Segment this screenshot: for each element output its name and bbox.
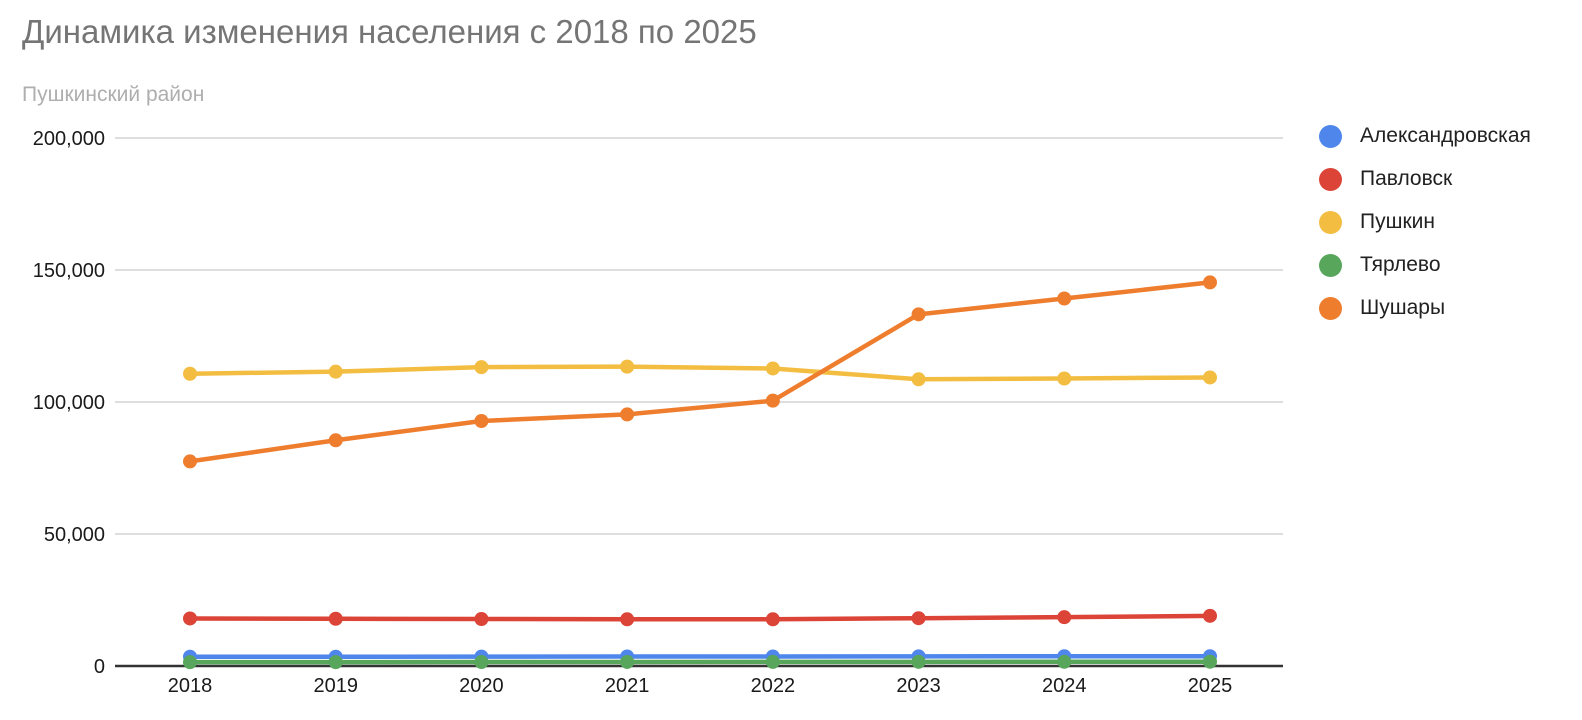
data-point-pushkin-2020[interactable]	[474, 360, 489, 375]
data-point-pavlovsk-2020[interactable]	[474, 612, 489, 627]
y-tick-label: 50,000	[44, 524, 105, 546]
data-point-pushkin-2018[interactable]	[183, 366, 197, 381]
data-point-pavlovsk-2024[interactable]	[1057, 610, 1072, 625]
x-tick-label: 2023	[896, 675, 941, 697]
legend-dot-pavlovsk	[1319, 167, 1342, 191]
data-point-shushary-2022[interactable]	[765, 393, 780, 408]
data-point-pavlovsk-2019[interactable]	[328, 611, 343, 626]
x-tick-label: 2022	[751, 675, 796, 697]
x-tick-label: 2025	[1188, 675, 1233, 697]
legend-label-shushary: Шушары	[1360, 296, 1446, 319]
data-point-shushary-2018[interactable]	[183, 454, 197, 469]
data-point-pushkin-2022[interactable]	[765, 361, 780, 376]
series-line-aleksandrovskaya[interactable]	[187, 653, 1213, 660]
y-tick-label: 0	[94, 656, 105, 678]
series-line-shushary[interactable]	[187, 280, 1213, 464]
data-point-tyarlevo-2021[interactable]	[620, 654, 635, 669]
data-point-tyarlevo-2020[interactable]	[474, 655, 489, 670]
series-line-pushkin[interactable]	[187, 364, 1213, 382]
legend-label-pushkin: Пушкин	[1360, 210, 1435, 233]
x-tick-label: 2019	[313, 675, 358, 697]
y-tick-label: 150,000	[33, 260, 105, 282]
data-point-pavlovsk-2022[interactable]	[765, 612, 780, 627]
chart-title: Динамика изменения населения с 2018 по 2…	[22, 13, 757, 50]
data-point-pavlovsk-2021[interactable]	[620, 612, 635, 627]
data-point-pushkin-2019[interactable]	[328, 364, 343, 379]
data-point-tyarlevo-2018[interactable]	[183, 655, 197, 670]
data-point-shushary-2020[interactable]	[474, 414, 489, 429]
data-point-pavlovsk-2025[interactable]	[1203, 608, 1217, 623]
legend-dot-shushary	[1319, 296, 1342, 320]
legend-dot-pushkin	[1319, 210, 1342, 234]
data-point-tyarlevo-2023[interactable]	[911, 654, 926, 669]
x-tick-label: 2018	[168, 675, 213, 697]
data-point-tyarlevo-2022[interactable]	[765, 654, 780, 669]
legend-label-pavlovsk: Павловск	[1360, 167, 1453, 190]
data-point-shushary-2023[interactable]	[911, 307, 926, 322]
x-tick-label: 2024	[1042, 675, 1087, 697]
legend-label-aleksandrovskaya: Александровская	[1360, 124, 1531, 147]
x-tick-label: 2020	[459, 675, 504, 697]
data-point-pushkin-2025[interactable]	[1203, 370, 1217, 385]
legend-label-tyarlevo: Тярлево	[1360, 253, 1441, 276]
data-point-shushary-2021[interactable]	[620, 407, 635, 422]
legend-item-aleksandrovskaya[interactable]: Александровская	[1319, 124, 1531, 148]
legend-item-pushkin[interactable]: Пушкин	[1319, 210, 1531, 234]
data-point-pushkin-2023[interactable]	[911, 372, 926, 387]
legend-dot-aleksandrovskaya	[1319, 124, 1342, 148]
legend-dot-tyarlevo	[1319, 253, 1342, 277]
y-tick-label: 200,000	[33, 128, 105, 150]
data-point-shushary-2025[interactable]	[1203, 275, 1217, 290]
legend-item-pavlovsk[interactable]: Павловск	[1319, 167, 1531, 191]
y-tick-label: 100,000	[33, 392, 105, 414]
x-tick-label: 2021	[605, 675, 650, 697]
data-point-pavlovsk-2023[interactable]	[911, 611, 926, 626]
data-point-shushary-2024[interactable]	[1057, 291, 1072, 306]
data-point-pavlovsk-2018[interactable]	[183, 611, 197, 626]
data-point-tyarlevo-2024[interactable]	[1057, 654, 1072, 669]
chart-subtitle: Пушкинский район	[22, 83, 205, 106]
legend-item-shushary[interactable]: Шушары	[1319, 296, 1531, 320]
data-point-pushkin-2024[interactable]	[1057, 371, 1072, 386]
legend-item-tyarlevo[interactable]: Тярлево	[1319, 253, 1531, 277]
chart-legend: Александровская Павловск Пушкин Тярлево Шуша…	[1319, 124, 1531, 339]
data-point-tyarlevo-2019[interactable]	[328, 655, 343, 670]
data-point-tyarlevo-2025[interactable]	[1203, 654, 1217, 669]
series-line-pavlovsk[interactable]	[187, 613, 1213, 622]
data-point-shushary-2019[interactable]	[328, 433, 343, 448]
data-point-pushkin-2021[interactable]	[620, 359, 635, 374]
